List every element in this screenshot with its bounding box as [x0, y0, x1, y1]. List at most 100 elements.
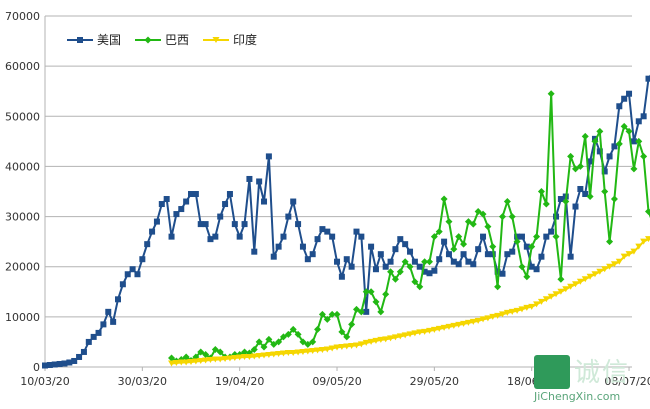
data-point [582, 133, 589, 140]
data-point [295, 221, 301, 227]
data-point [470, 261, 476, 267]
data-point [266, 153, 272, 159]
legend-label: 美国 [97, 33, 121, 47]
data-point [436, 256, 442, 262]
data-point [339, 274, 345, 280]
data-point [285, 214, 291, 220]
x-tick-label: 09/05/20 [312, 375, 361, 388]
data-point [280, 234, 286, 240]
data-point [611, 196, 618, 203]
data-point [382, 291, 389, 298]
data-point [105, 309, 111, 315]
y-tick-label: 40000 [5, 160, 40, 173]
data-point [251, 249, 257, 255]
data-point [441, 196, 448, 203]
x-tick-label: 10/03/20 [20, 375, 69, 388]
data-point [246, 176, 252, 182]
legend-item: 巴西 [135, 33, 189, 47]
data-point [154, 219, 160, 225]
data-point [568, 254, 574, 260]
watermark-url: JiChengXin.com [534, 390, 620, 403]
watermark-cn-text: 诚信 [574, 352, 630, 389]
data-point [596, 128, 603, 135]
data-point [368, 244, 374, 250]
data-point [169, 234, 175, 240]
series-1 [42, 28, 650, 368]
data-point [548, 229, 554, 235]
data-point [446, 251, 452, 257]
legend-item: 美国 [67, 33, 121, 47]
data-point [445, 218, 452, 225]
data-point [110, 319, 116, 325]
data-point [543, 201, 550, 208]
data-point [567, 153, 574, 160]
data-point [217, 214, 223, 220]
data-point [310, 251, 316, 257]
data-point [242, 221, 248, 227]
legend-label: 巴西 [165, 33, 189, 47]
data-point [358, 234, 364, 240]
data-point [193, 191, 199, 197]
axes: 01000020000300004000050000600007000010/0… [5, 10, 650, 388]
data-point [344, 256, 350, 262]
data-point [300, 244, 306, 250]
data-point [100, 321, 106, 327]
data-point [645, 208, 650, 215]
data-point [81, 349, 87, 355]
data-point [548, 90, 555, 97]
data-point [607, 153, 613, 159]
watermark-logo [534, 355, 570, 389]
data-point [334, 259, 340, 265]
data-point [509, 213, 516, 220]
y-tick-label: 20000 [5, 261, 40, 274]
y-tick-label: 30000 [5, 211, 40, 224]
data-point [456, 261, 462, 267]
data-point [183, 199, 189, 205]
data-point [402, 241, 408, 247]
data-point [373, 266, 379, 272]
data-point [203, 221, 209, 227]
data-point [646, 76, 650, 82]
data-point [256, 178, 262, 184]
data-point [538, 254, 544, 260]
data-point [461, 251, 467, 257]
data-point [499, 213, 506, 220]
data-point [616, 103, 622, 109]
data-point [426, 258, 433, 265]
data-point [276, 244, 282, 250]
data-point [626, 91, 632, 97]
data-point [499, 271, 505, 277]
data-point [573, 204, 579, 210]
data-point [538, 188, 545, 195]
data-point [640, 153, 647, 160]
y-tick-label: 70000 [5, 10, 40, 23]
legend-label: 印度 [233, 32, 257, 47]
data-point [372, 298, 379, 305]
data-point [271, 254, 277, 260]
data-point [232, 221, 238, 227]
data-point [96, 330, 102, 336]
legend-item: 印度 [203, 32, 257, 47]
data-point [641, 113, 647, 119]
data-point [315, 236, 321, 242]
data-point [489, 243, 496, 250]
data-point [534, 266, 540, 272]
legend: 美国 巴西 印度 [67, 32, 257, 47]
data-point [290, 199, 296, 205]
data-point [378, 251, 384, 257]
legend-swatch-marker [145, 37, 152, 44]
data-point [329, 234, 335, 240]
y-tick-label: 60000 [5, 60, 40, 73]
data-point [115, 296, 121, 302]
data-point [494, 283, 501, 290]
data-point [222, 201, 228, 207]
legend-swatch-marker [77, 37, 83, 43]
series-group [42, 28, 650, 368]
data-point [144, 241, 150, 247]
data-point [349, 264, 355, 270]
data-point [533, 233, 540, 240]
data-point [120, 281, 126, 287]
data-point [134, 271, 140, 277]
